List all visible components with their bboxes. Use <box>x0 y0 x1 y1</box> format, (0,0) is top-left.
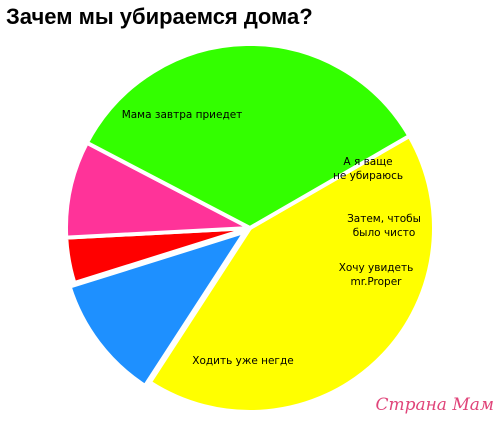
watermark-logo: Страна Мам <box>375 395 494 415</box>
slice-label-4: Хочу увидеть mr.Proper <box>339 262 414 288</box>
pie-slices <box>64 42 436 414</box>
chart-title: Зачем мы убираемся дома? <box>6 4 313 29</box>
slice-label-5: Ходить уже негде <box>192 355 293 367</box>
pie-slice-2 <box>67 229 248 388</box>
pie-labels: Мама завтра приедет А я ваще не убираюсь За… <box>122 109 421 367</box>
slice-label-2: А я ваще не убираюсь <box>333 156 403 182</box>
pie-slice-5 <box>84 42 412 230</box>
pie-slice-1 <box>147 134 436 414</box>
slice-label-3: Затем, чтобы было чисто <box>347 213 421 239</box>
slice-label-1: Мама завтра приедет <box>122 109 243 121</box>
